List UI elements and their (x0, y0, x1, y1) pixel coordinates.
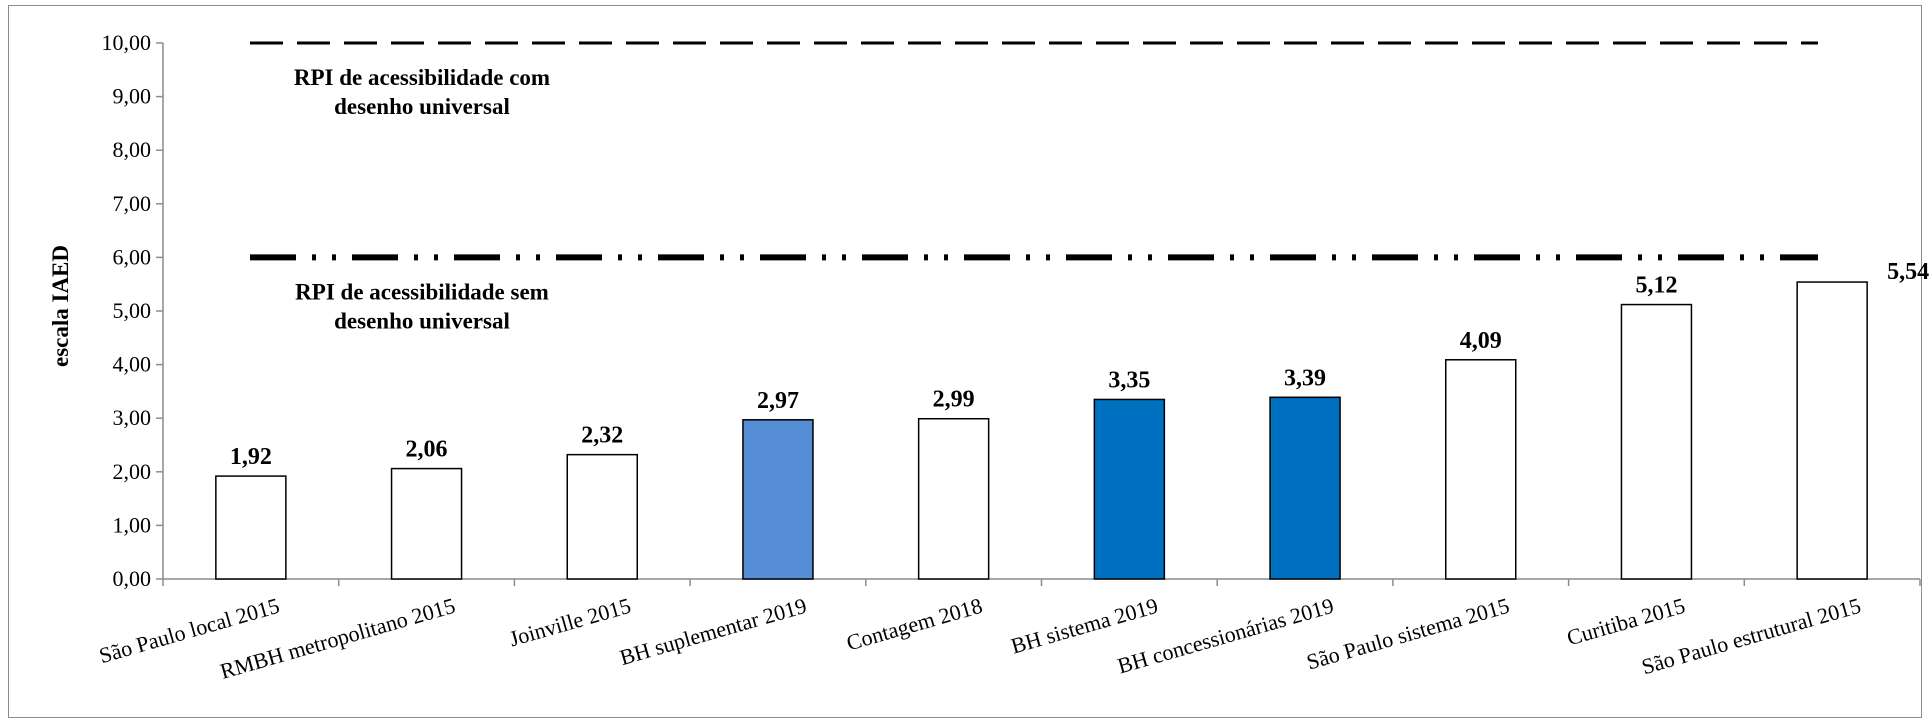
bar (1445, 359, 1517, 580)
chart-frame (8, 5, 1922, 718)
bar (390, 467, 463, 580)
bar (566, 453, 638, 580)
bar-value-label: 1,92 (230, 444, 272, 470)
y-tick-label: 3,00 (113, 405, 152, 430)
y-tick-label: 0,00 (113, 566, 152, 591)
x-category-label: São Paulo sistema 2015 (1304, 593, 1512, 675)
reference-label-with-universal-design: desenho universal (334, 94, 510, 119)
y-tick-label: 10,00 (102, 30, 152, 55)
bar (1269, 396, 1341, 580)
x-category-label: Contagem 2018 (844, 593, 985, 656)
y-axis-title: escala IAED (48, 245, 73, 367)
y-tick-label: 2,00 (113, 459, 152, 484)
y-tick-label: 8,00 (113, 137, 152, 162)
bar-value-label: 3,39 (1284, 365, 1326, 391)
bar (917, 417, 990, 580)
reference-label-with-universal-design: RPI de acessibilidade com (294, 65, 550, 90)
y-tick-label: 1,00 (113, 512, 152, 537)
bar-value-label: 5,54 (1887, 259, 1929, 285)
bar (215, 475, 287, 580)
bar (742, 419, 814, 580)
y-tick-label: 9,00 (113, 84, 152, 109)
reference-label-without-universal-design: desenho universal (334, 308, 510, 333)
y-tick-label: 6,00 (113, 244, 152, 269)
x-category-label: Joinville 2015 (506, 593, 633, 652)
bar-value-label: 2,97 (757, 388, 799, 414)
bar-value-label: 2,32 (581, 423, 623, 449)
x-category-label: Curitiba 2015 (1564, 593, 1688, 651)
bar-value-label: 3,35 (1108, 367, 1150, 393)
bar (1093, 398, 1166, 580)
bar-value-label: 4,09 (1460, 328, 1502, 354)
y-tick-label: 7,00 (113, 191, 152, 216)
bar-value-label: 5,12 (1635, 273, 1677, 299)
bar-value-label: 2,99 (933, 387, 975, 413)
y-tick-label: 4,00 (113, 352, 152, 377)
x-category-label: BH suplementar 2019 (617, 593, 810, 670)
reference-label-without-universal-design: RPI de acessibilidade sem (295, 279, 549, 304)
bar (1620, 303, 1693, 580)
bar (1796, 281, 1868, 580)
y-tick-label: 5,00 (113, 298, 152, 323)
bar-value-label: 2,06 (406, 437, 448, 463)
